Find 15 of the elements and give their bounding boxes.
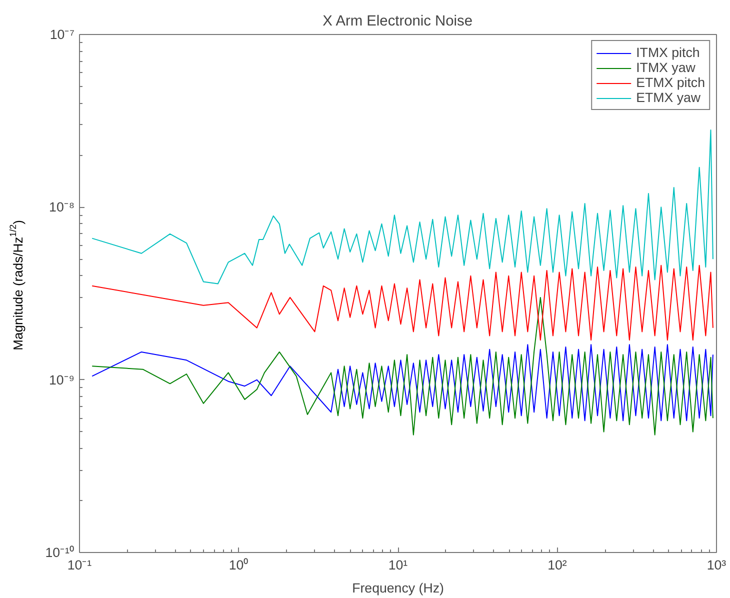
legend-label: ITMX pitch [636, 45, 700, 60]
x-tick-label: 10² [548, 558, 568, 572]
legend-label: ETMX pitch [636, 75, 705, 90]
legend-label: ITMX yaw [636, 60, 696, 75]
x-tick-label: 10⁻¹ [67, 558, 92, 572]
y-tick-label: 10⁻⁹ [48, 372, 75, 388]
chart-title: X Arm Electronic Noise [322, 14, 473, 30]
y-tick-label: 10⁻⁷ [50, 27, 75, 42]
x-tick-label: 10³ [706, 558, 727, 572]
x-tick-label: 10⁰ [228, 558, 249, 572]
x-axis-title: Frequency (Hz) [352, 580, 444, 596]
y-tick-label: 10⁻⁸ [49, 200, 75, 215]
x-tick-label: 10¹ [388, 558, 408, 572]
legend-label: ETMX yaw [636, 90, 701, 105]
y-tick-label: 10⁻¹⁰ [45, 545, 74, 560]
